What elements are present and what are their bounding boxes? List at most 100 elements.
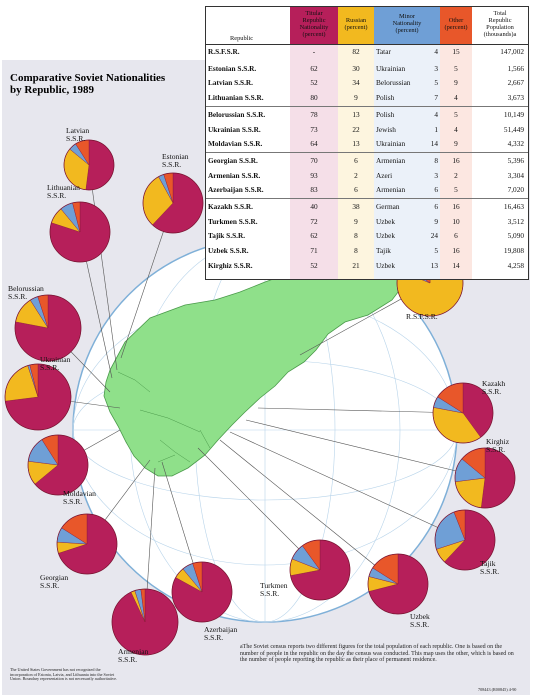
leader-line-tajik-s-s-r (229, 431, 466, 541)
label-kazakh-name: Kazakh (482, 379, 506, 388)
group-divider (206, 105, 528, 107)
table-cell-minor_pct: 1 (434, 124, 438, 134)
pie-outline-estonian-s-s-r (142, 172, 204, 234)
table-cell-titular: 40 (310, 202, 318, 211)
leader-line-uzbek-s-s-r (219, 439, 399, 585)
label-belorussian-name: Belorussian (8, 284, 44, 293)
table-cell-other: 10 (452, 216, 460, 226)
label-armenian-ssr: S.S.R. (118, 655, 138, 664)
table-cell-titular: 70 (310, 155, 318, 165)
header-population: Total Republic Population (thousands)a (472, 10, 528, 38)
header-population-line: Total (493, 10, 507, 17)
group-divider (206, 151, 528, 153)
table-cell-minor_pct: 5 (434, 78, 438, 88)
header-other-line: Other (448, 17, 464, 24)
table-cell-russian: 13 (352, 139, 360, 149)
table-cell-titular: 52 (310, 260, 318, 270)
catalog-number: 708443 (R00845) 4-90 (478, 687, 517, 692)
label-ukrainian: Ukrainian S.S.R. (40, 356, 70, 372)
table-cell-minor_pct: 6 (434, 202, 438, 211)
table-cell-other: 2 (454, 170, 458, 180)
pie-outline-belorussian-s-s-r (14, 294, 82, 362)
map-title: Comparative Soviet Nationalities by Repu… (10, 72, 165, 96)
ussr-landmass (103, 261, 406, 477)
table-cell-population: 10,149 (503, 109, 524, 119)
label-latvian: Latvian S.S.R. (66, 127, 89, 143)
pie-charts (4, 139, 516, 656)
table-cell-other: 14 (452, 260, 460, 270)
header-minor-line: (percent) (395, 27, 419, 34)
label-armenian: Armenian S.S.R. (118, 648, 148, 664)
table-body-wash (290, 45, 472, 279)
header-population-line: (thousands)a (483, 31, 517, 38)
table-cell-titular: 71 (310, 246, 318, 256)
label-turkmen-name: Turkmen (260, 581, 288, 590)
label-kirghiz: Kirghiz S.S.R. (486, 438, 509, 454)
table-cell-minor_pct: 9 (434, 216, 438, 226)
label-tajik: Tajik S.S.R. (480, 560, 499, 576)
table-cell-russian: 2 (354, 170, 358, 180)
label-georgian-name: Georgian (40, 573, 69, 582)
table-cell-other: 9 (454, 139, 458, 149)
label-belorussian-ssr: S.S.R. (8, 292, 28, 301)
table-cell-population: 3,304 (507, 170, 524, 180)
header-titular: Titular Republic Nationality (percent) (290, 10, 338, 38)
label-tajik-name: Tajik (480, 559, 496, 568)
table-cell-republic: Azerbaijan S.S.R. (208, 185, 264, 195)
table-cell-titular: - (312, 47, 316, 56)
table-cell-minor_pct: 6 (434, 185, 438, 195)
header-population-line: Population (486, 24, 514, 31)
table-cell-population: 1,566 (507, 63, 524, 73)
table-cell-russian: 8 (354, 246, 358, 256)
table-cell-minor_pct: 3 (434, 170, 438, 180)
table-cell-minor_pct: 14 (430, 139, 438, 149)
table-cell-minor_name: Polish (376, 93, 395, 103)
label-moldavian-name: Moldavian (63, 489, 96, 498)
table-cell-other: 4 (454, 124, 458, 134)
header-other: Other (percent) (440, 17, 472, 31)
pie-outline-armenian-s-s-r (111, 588, 179, 656)
header-rule (206, 44, 528, 45)
table-cell-population: 19,808 (503, 246, 524, 256)
table-cell-titular: 93 (310, 170, 318, 180)
label-latvian-name: Latvian (66, 126, 90, 135)
label-ukrainian-ssr: S.S.R. (40, 363, 60, 372)
label-georgian: Georgian S.S.R. (40, 574, 68, 590)
label-estonian: Estonian S.S.R. (162, 153, 189, 169)
table-cell-minor_name: Ukrainian (376, 63, 406, 73)
republic-borders (117, 371, 211, 463)
table-cell-minor_name: Ukrainian (376, 139, 406, 149)
label-azerbaijan-name: Azerbaijan (204, 625, 238, 634)
table-cell-republic: Belorussian S.S.R. (208, 109, 266, 119)
label-turkmen: Turkmen S.S.R. (260, 582, 288, 598)
table-cell-minor_pct: 13 (430, 260, 438, 270)
label-estonian-name: Estonian (162, 152, 189, 161)
table-cell-russian: 6 (354, 185, 358, 195)
table-cell-minor_pct: 7 (434, 93, 438, 103)
table-cell-population: 4,258 (507, 260, 524, 270)
table-cell-minor_name: Uzbek (376, 231, 396, 241)
label-kirghiz-name: Kirghiz (486, 437, 510, 446)
table-cell-russian: 6 (354, 155, 358, 165)
table-cell-republic: Ukrainian S.S.R. (208, 124, 261, 134)
table-cell-titular: 52 (310, 78, 318, 88)
label-moldavian-ssr: S.S.R. (63, 497, 83, 506)
table-cell-titular: 62 (310, 63, 318, 73)
label-lithuanian: Lithuanian S.S.R. (47, 184, 80, 200)
table-cell-republic: Kazakh S.S.R. (208, 202, 254, 211)
table-cell-minor_name: Belorussian (376, 78, 411, 88)
label-tajik-ssr: S.S.R. (480, 567, 500, 576)
header-republic: Republic (230, 35, 254, 42)
label-rsfsr-name: R.S.F.S.R. (406, 312, 438, 321)
table-cell-republic: Latvian S.S.R. (208, 78, 254, 88)
table-cell-russian: 38 (352, 202, 360, 211)
label-armenian-name: Armenian (118, 647, 149, 656)
pie-outline-kirghiz-s-s-r (454, 447, 516, 509)
table-cell-minor_pct: 4 (434, 47, 438, 56)
label-moldavian: Moldavian S.S.R. (63, 490, 96, 506)
table-cell-titular: 64 (310, 139, 318, 149)
header-russian: Russian (percent) (338, 17, 374, 31)
map-title-line2: by Republic, 1989 (10, 84, 95, 96)
nationalities-table: Republic Titular Republic Nationality (perc… (205, 6, 529, 280)
